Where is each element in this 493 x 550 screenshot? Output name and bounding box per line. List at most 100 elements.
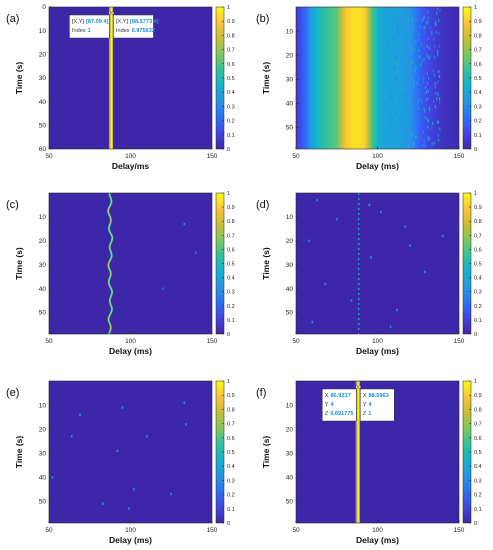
datatip-value: 4 bbox=[331, 402, 335, 408]
texture-cell bbox=[397, 58, 399, 62]
texture-cell bbox=[433, 37, 435, 41]
texture-cell bbox=[413, 80, 415, 84]
x-tick-label: 50 bbox=[292, 338, 300, 345]
y-tick-label: 30 bbox=[39, 450, 47, 457]
texture-cell bbox=[390, 145, 392, 149]
heatmap-column bbox=[305, 7, 307, 149]
heatmap-column bbox=[426, 7, 429, 149]
y-tick-label: 10 bbox=[39, 28, 47, 35]
texture-cell bbox=[415, 96, 417, 100]
heatmap-column bbox=[453, 7, 456, 149]
texture-cell bbox=[426, 71, 428, 75]
texture-cell bbox=[413, 24, 415, 28]
heatmap-column bbox=[429, 7, 432, 149]
texture-cell bbox=[427, 125, 429, 129]
texture-cell bbox=[437, 50, 439, 54]
heatmap-column bbox=[425, 7, 427, 149]
heatmap-column bbox=[411, 7, 414, 149]
texture-cell bbox=[396, 23, 398, 27]
texture-cell bbox=[391, 53, 393, 56]
heatmap-column bbox=[431, 7, 433, 149]
texture-cell bbox=[437, 80, 439, 84]
heatmap-column bbox=[302, 7, 304, 149]
texture-cell bbox=[402, 41, 404, 45]
texture-cell bbox=[424, 91, 426, 95]
y-axis-label: Time (s) bbox=[261, 62, 271, 95]
speckle bbox=[396, 308, 398, 312]
texture-cell bbox=[427, 56, 430, 60]
speckle bbox=[380, 210, 382, 214]
colorbar-tick-label: 0.8 bbox=[474, 407, 482, 413]
texture-cell bbox=[399, 17, 401, 20]
texture-cell bbox=[426, 52, 428, 56]
heatmap-column bbox=[320, 7, 322, 149]
texture-cell bbox=[426, 55, 428, 58]
texture-cell bbox=[413, 42, 415, 46]
texture-cell bbox=[395, 97, 397, 101]
texture-cell bbox=[401, 87, 403, 91]
texture-cell bbox=[429, 46, 431, 50]
x-axis-label: Delay (ms) bbox=[109, 535, 152, 545]
colorbar-tick-label: 0.7 bbox=[474, 48, 482, 54]
colorbar-tick-label: 0 bbox=[474, 521, 477, 527]
texture-cell bbox=[438, 32, 440, 36]
heatmap-column bbox=[347, 7, 349, 149]
texture-cell bbox=[413, 110, 415, 113]
texture-cell bbox=[407, 145, 409, 149]
texture-cell bbox=[410, 103, 412, 107]
heatmap-column bbox=[405, 7, 408, 149]
texture-cell bbox=[405, 94, 407, 98]
texture-cell bbox=[423, 109, 425, 113]
heatmap-column bbox=[437, 7, 439, 149]
y-tick-label: 30 bbox=[39, 75, 47, 82]
texture-cell bbox=[402, 28, 404, 32]
heatmap-column bbox=[299, 7, 301, 149]
x-axis-label: Delay (ms) bbox=[356, 161, 399, 171]
datatip-label: Index bbox=[116, 28, 130, 34]
panel-label: (e) bbox=[6, 387, 19, 399]
texture-cell bbox=[402, 102, 404, 106]
speckle bbox=[79, 413, 81, 416]
texture-cell bbox=[397, 27, 399, 31]
texture-cell bbox=[418, 136, 420, 140]
texture-cell bbox=[394, 57, 397, 61]
datatip: [X,Y] [88.5773 4]Index 0.975632 bbox=[111, 11, 159, 39]
heatmap-column bbox=[335, 7, 337, 149]
heatmap-column bbox=[420, 7, 423, 149]
panel-label: (f) bbox=[256, 387, 266, 399]
datatip-box bbox=[322, 388, 357, 422]
colorbar-tick-label: 0.9 bbox=[474, 19, 482, 25]
texture-cell bbox=[402, 69, 404, 73]
texture-cell bbox=[418, 107, 420, 111]
texture-cell bbox=[431, 121, 434, 125]
y-tick-label: 40 bbox=[286, 100, 294, 107]
texture-cell bbox=[418, 55, 421, 59]
heatmap-column bbox=[423, 7, 426, 149]
colorbar-tick-label: 0.3 bbox=[474, 290, 482, 296]
datatip-label: Y bbox=[325, 402, 329, 408]
texture-cell bbox=[429, 55, 431, 59]
texture-cell bbox=[431, 32, 433, 36]
colorbar-tick-label: 0.3 bbox=[227, 290, 235, 296]
speckle bbox=[183, 401, 186, 404]
texture-cell bbox=[422, 80, 424, 84]
texture-cell bbox=[418, 33, 420, 36]
y-axis-label: Time (s) bbox=[261, 436, 271, 469]
heatmap-column bbox=[344, 7, 346, 149]
colorbar-tick-label: 0.4 bbox=[474, 464, 482, 470]
texture-cell bbox=[403, 115, 405, 119]
heatmap-column bbox=[321, 7, 324, 149]
texture-cell bbox=[415, 135, 417, 139]
y-tick-label: 20 bbox=[39, 426, 47, 433]
heatmap-column bbox=[353, 7, 355, 149]
heatmap-column bbox=[398, 7, 400, 149]
texture-cell bbox=[394, 30, 396, 34]
texture-cell bbox=[434, 85, 436, 89]
colorbar-tick-label: 1 bbox=[474, 379, 477, 385]
heatmap-column bbox=[338, 7, 340, 149]
y-tick-label: 30 bbox=[286, 76, 294, 83]
colorbar-tick-label: 0.1 bbox=[227, 507, 235, 513]
